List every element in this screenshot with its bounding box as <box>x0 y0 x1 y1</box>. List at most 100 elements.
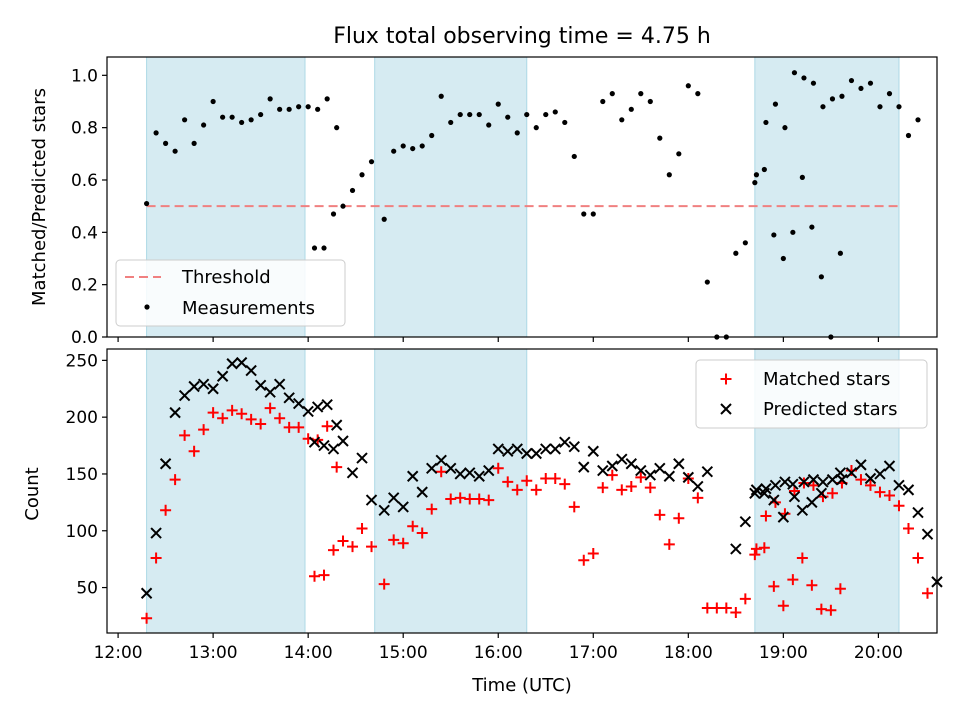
measurement-point <box>799 174 805 180</box>
measurement-point <box>562 119 568 126</box>
predicted-star-point <box>787 478 799 490</box>
measurement-point <box>315 106 321 112</box>
matched-star-point <box>883 490 895 502</box>
measurement-point <box>837 250 843 256</box>
matched-star-point <box>483 494 495 506</box>
measurement-point <box>182 117 188 123</box>
matched-star-point <box>787 574 799 586</box>
predicted-star-point <box>483 464 495 477</box>
measurement-point <box>305 104 311 110</box>
measurement-point <box>867 80 874 86</box>
x-tick-label: 18:00 <box>664 643 713 663</box>
matched-star-point <box>274 412 286 424</box>
measurement-point <box>495 101 501 107</box>
matched-star-point <box>160 504 172 516</box>
x-tick-label: 20:00 <box>854 643 903 663</box>
matched-star-point <box>893 500 905 512</box>
bottom-panel: 50 100 150 200 250 12:00 13:00 14:00 15:00 16:00 1… <box>66 348 943 663</box>
matched-star-point <box>606 469 618 481</box>
matched-star-point <box>407 520 419 532</box>
predicted-star-point <box>826 473 839 486</box>
predicted-star-point <box>635 464 647 477</box>
matched-star-point <box>663 538 675 550</box>
measurement-point <box>763 119 769 126</box>
matched-star-point <box>445 493 457 505</box>
measurement-point <box>676 151 682 157</box>
matched-star-point <box>673 512 685 524</box>
matched-star-point <box>777 600 789 612</box>
legend-predicted-label: Predicted stars <box>763 399 897 420</box>
matched-star-point <box>864 479 876 491</box>
measurement-point <box>239 119 245 126</box>
matched-star-point <box>150 552 162 564</box>
predicted-star-point <box>540 443 552 455</box>
predicted-star-point <box>273 378 286 390</box>
measurement-point <box>820 104 826 110</box>
measurement-point <box>877 104 883 110</box>
measurement-point <box>191 140 197 146</box>
matched-star-point <box>378 578 390 590</box>
measurement-point <box>810 80 817 86</box>
bottom-y-axis-label: Count <box>22 467 43 520</box>
matched-star-point <box>711 602 723 614</box>
matched-star-point <box>826 487 838 499</box>
matched-star-point <box>293 421 305 433</box>
measurement-point <box>410 145 416 152</box>
predicted-star-point <box>254 379 267 392</box>
x-axis-label: Time (UTC) <box>471 675 572 696</box>
matched-star-point <box>435 466 447 478</box>
measurement-point <box>286 106 292 112</box>
predicted-star-point <box>807 473 820 486</box>
measurement-point <box>163 140 169 146</box>
measurement-point <box>780 255 786 262</box>
measurement-point <box>248 117 254 123</box>
predicted-star-point <box>806 496 818 509</box>
predicted-star-point <box>445 462 457 474</box>
measurement-point <box>905 132 912 139</box>
predicted-star-point <box>216 370 229 382</box>
measurement-point <box>514 130 520 136</box>
predicted-star-point <box>912 506 924 519</box>
matched-star-point <box>796 552 808 564</box>
predicted-star-point <box>777 511 790 523</box>
matched-star-point <box>318 569 330 581</box>
predicted-star-point <box>406 470 419 482</box>
measurement-point <box>638 91 644 97</box>
matched-star-point <box>912 552 924 564</box>
predicted-star-point <box>283 392 295 404</box>
predicted-star-point <box>346 467 359 479</box>
matched-star-point <box>578 554 590 566</box>
measurement-point <box>340 203 346 209</box>
observing-band <box>374 56 528 338</box>
matched-star-point <box>597 482 609 494</box>
measurement-point <box>685 83 691 89</box>
plot-frame <box>106 348 938 634</box>
y-tick-label: 0.0 <box>71 328 98 348</box>
predicted-star-point <box>188 380 200 393</box>
predicted-star-point <box>692 480 704 493</box>
matched-star-point <box>540 473 552 485</box>
measurement-point <box>457 111 463 118</box>
matched-star-point <box>356 522 368 534</box>
measurement-point <box>172 148 178 154</box>
legend-measurement-label: Measurements <box>182 298 315 319</box>
predicted-star-point <box>502 445 514 457</box>
measurement-point <box>753 172 760 178</box>
measurement-point <box>391 148 397 154</box>
predicted-star-point <box>311 401 324 413</box>
measurement-point <box>543 111 549 118</box>
x-tick-label: 16:00 <box>474 643 523 663</box>
predicted-star-point <box>568 440 580 453</box>
measurement-point <box>438 93 444 99</box>
predicted-star-point <box>902 484 915 496</box>
matched-star-point <box>701 602 713 614</box>
predicted-star-point <box>492 443 504 455</box>
matched-star-point <box>492 462 504 474</box>
predicted-star-point <box>760 483 772 495</box>
predicted-star-point <box>308 436 321 448</box>
predicted-star-point <box>416 486 428 498</box>
measurement-point <box>220 114 226 120</box>
legend-threshold-label: Threshold <box>181 267 271 288</box>
predicted-star-point <box>207 383 219 395</box>
